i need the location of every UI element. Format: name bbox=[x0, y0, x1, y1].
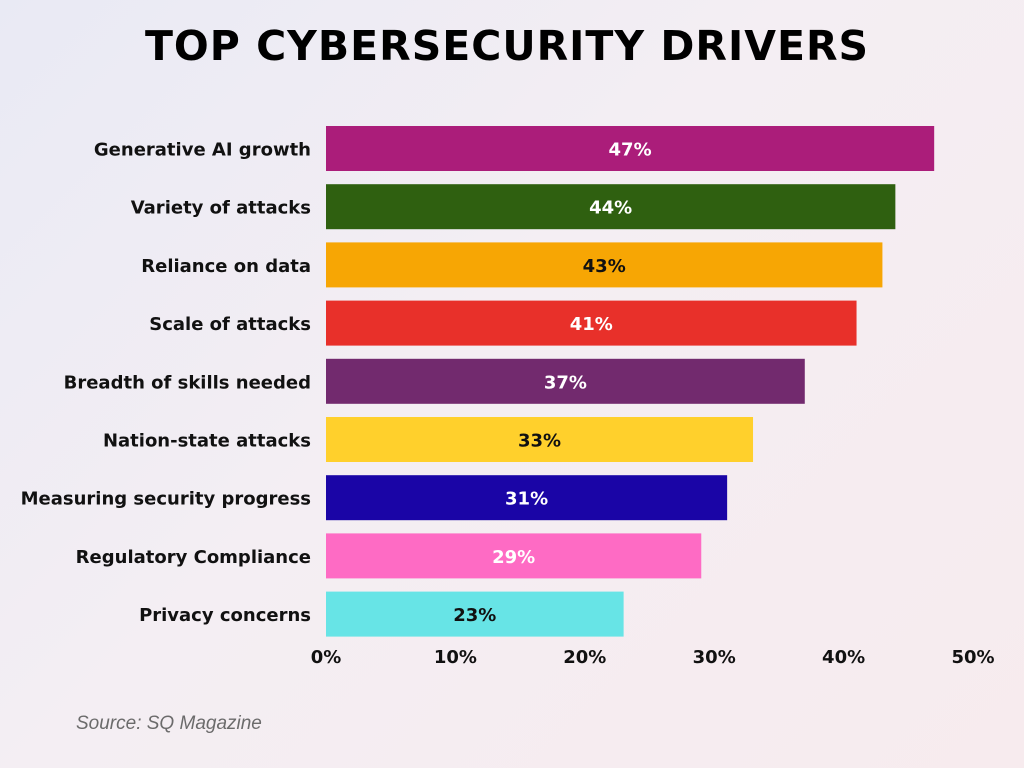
value-label-3: 41% bbox=[570, 314, 613, 335]
bar-8 bbox=[326, 591, 624, 637]
value-label-4: 37% bbox=[544, 372, 587, 393]
bar-2 bbox=[326, 242, 883, 288]
x-tick-label-0: 0% bbox=[311, 647, 342, 668]
category-label-7: Regulatory Compliance bbox=[76, 547, 311, 568]
chart-title: TOP CYBERSECURITY DRIVERS bbox=[144, 22, 870, 70]
x-tick-label-1: 10% bbox=[434, 647, 477, 668]
value-label-1: 44% bbox=[589, 198, 632, 219]
x-tick-label-3: 30% bbox=[693, 647, 736, 668]
bar-5 bbox=[326, 417, 754, 462]
bar-7 bbox=[326, 533, 702, 579]
category-label-4: Breadth of skills needed bbox=[64, 372, 311, 393]
x-tick-label-2: 20% bbox=[563, 647, 606, 668]
bar-0 bbox=[326, 126, 935, 171]
bar-chart: Generative AI growth 47% Variety of attack… bbox=[21, 126, 995, 668]
category-label-0: Generative AI growth bbox=[94, 140, 311, 161]
category-label-1: Variety of attacks bbox=[131, 198, 311, 219]
category-label-5: Nation-state attacks bbox=[103, 431, 311, 452]
category-label-3: Scale of attacks bbox=[149, 314, 311, 335]
bar-4 bbox=[326, 358, 805, 404]
source-note: Source: SQ Magazine bbox=[76, 713, 262, 734]
bar-6 bbox=[326, 475, 728, 521]
value-label-7: 29% bbox=[492, 547, 535, 568]
category-label-8: Privacy concerns bbox=[139, 605, 311, 626]
x-tick-label-4: 40% bbox=[822, 647, 865, 668]
value-label-2: 43% bbox=[583, 256, 626, 277]
category-label-2: Reliance on data bbox=[141, 256, 311, 277]
value-label-0: 47% bbox=[609, 140, 652, 161]
category-label-6: Measuring security progress bbox=[21, 489, 311, 510]
value-label-8: 23% bbox=[453, 605, 496, 626]
value-label-6: 31% bbox=[505, 489, 548, 510]
bar-3 bbox=[326, 300, 857, 346]
x-tick-label-5: 50% bbox=[951, 647, 994, 668]
bar-1 bbox=[326, 184, 896, 230]
value-label-5: 33% bbox=[518, 431, 561, 452]
